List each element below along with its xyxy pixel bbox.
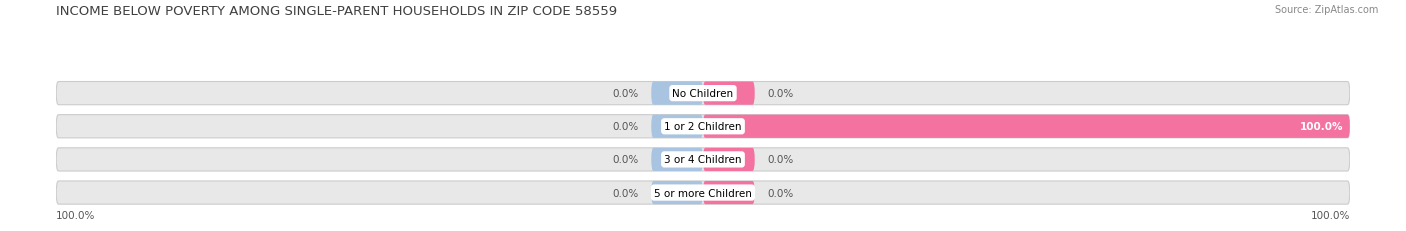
- FancyBboxPatch shape: [703, 115, 1350, 138]
- FancyBboxPatch shape: [703, 181, 755, 204]
- FancyBboxPatch shape: [56, 82, 1350, 105]
- FancyBboxPatch shape: [56, 148, 1350, 171]
- FancyBboxPatch shape: [651, 82, 703, 105]
- Text: INCOME BELOW POVERTY AMONG SINGLE-PARENT HOUSEHOLDS IN ZIP CODE 58559: INCOME BELOW POVERTY AMONG SINGLE-PARENT…: [56, 5, 617, 18]
- FancyBboxPatch shape: [56, 115, 1350, 138]
- FancyBboxPatch shape: [703, 148, 755, 171]
- Text: 0.0%: 0.0%: [612, 155, 638, 165]
- Text: No Children: No Children: [672, 89, 734, 99]
- FancyBboxPatch shape: [703, 82, 755, 105]
- Text: 100.0%: 100.0%: [1299, 122, 1343, 132]
- FancyBboxPatch shape: [651, 148, 703, 171]
- Text: 0.0%: 0.0%: [612, 122, 638, 132]
- Text: 3 or 4 Children: 3 or 4 Children: [664, 155, 742, 165]
- Text: 0.0%: 0.0%: [768, 89, 794, 99]
- Text: 0.0%: 0.0%: [612, 188, 638, 198]
- Text: Source: ZipAtlas.com: Source: ZipAtlas.com: [1274, 5, 1378, 15]
- Text: 0.0%: 0.0%: [768, 188, 794, 198]
- Text: 0.0%: 0.0%: [612, 89, 638, 99]
- FancyBboxPatch shape: [56, 181, 1350, 204]
- Text: 5 or more Children: 5 or more Children: [654, 188, 752, 198]
- Text: 100.0%: 100.0%: [56, 210, 96, 220]
- FancyBboxPatch shape: [651, 181, 703, 204]
- Text: 1 or 2 Children: 1 or 2 Children: [664, 122, 742, 132]
- FancyBboxPatch shape: [651, 115, 703, 138]
- Text: 0.0%: 0.0%: [768, 155, 794, 165]
- Text: 100.0%: 100.0%: [1310, 210, 1350, 220]
